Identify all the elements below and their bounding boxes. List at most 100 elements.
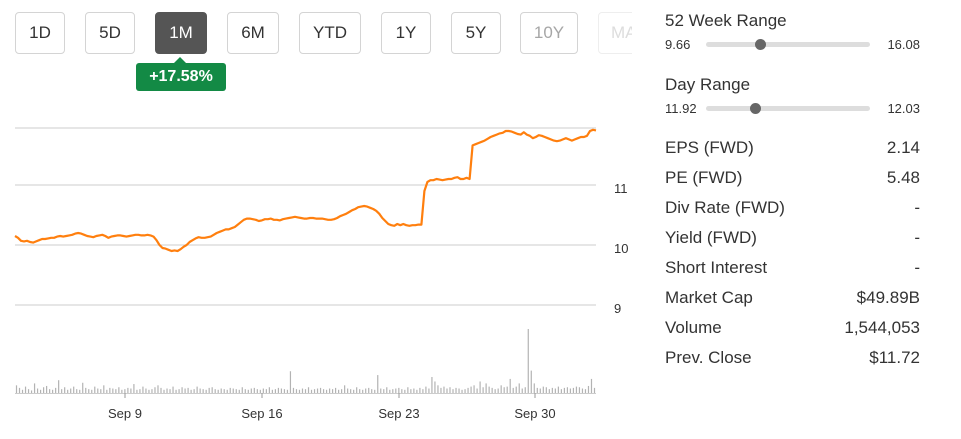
tab-5d[interactable]: 5D [85,12,135,54]
volume-bar [253,387,255,393]
day-low: 11.92 [665,101,697,116]
volume-bar [335,387,337,393]
volume-bar [298,389,301,393]
volume-bar [274,389,276,393]
volume-bar [280,388,283,393]
volume-bar [452,389,454,393]
volume-bar [310,389,313,393]
volume-bar [485,383,487,393]
volume-bar [148,389,150,393]
volume-bar [295,389,298,393]
volume-bar [488,386,490,393]
volume-bar [389,389,391,393]
volume-bar [524,387,526,393]
volume-bar [163,389,165,393]
volume-bar [521,388,523,393]
volume-bar [184,388,186,393]
volume-bar [262,388,264,393]
volume-bar [548,389,550,393]
volume-bar [154,387,156,393]
volume-bar [232,388,234,393]
volume-bar [193,389,195,393]
week52-high: 16.08 [887,37,920,52]
volume-bar [301,388,304,393]
stat-label: Short Interest [665,258,768,277]
x-axis-ticks: Sep 9 Sep 16 Sep 23 Sep 30 [108,393,556,421]
volume-bar [344,385,346,393]
week52-range-label: 52 Week Range [665,11,787,30]
week52-thumb [755,39,767,50]
volume-bar [136,389,138,393]
volume-bar [268,387,270,393]
volume-bar [187,387,189,393]
stat-row-short-interest: Short Interest - [665,258,920,282]
volume-bar [503,387,505,393]
tab-1d[interactable]: 1D [15,12,65,54]
volume-bar [181,387,183,393]
volume-bar [109,387,111,393]
volume-bar [440,387,442,393]
change-badge: +17.58% [136,57,226,91]
volume-bar [73,386,75,393]
volume-bar [515,386,517,393]
volume-bar [545,387,547,393]
volume-bar [347,388,349,393]
tab-max[interactable]: MAX [598,12,632,54]
stat-value: - [914,198,920,217]
stat-row-yield: Yield (FWD) - [665,228,920,252]
volume-bar [124,389,126,393]
volume-bar [244,389,246,393]
volume-bar [470,386,472,393]
volume-bar [458,388,460,393]
volume-bar [151,389,153,393]
volume-bar [506,386,508,393]
volume-bar [482,387,484,393]
stat-label: EPS (FWD) [665,138,754,157]
volume-bar [58,380,60,393]
volume-bar [304,389,307,393]
volume-bar [121,389,123,393]
x-tick-label: Sep 9 [108,406,142,421]
tab-ytd[interactable]: YTD [299,12,361,54]
tab-1y[interactable]: 1Y [381,12,431,54]
volume-bar [238,389,240,393]
volume-bar [578,387,581,393]
volume-bar [256,389,258,393]
volume-bar [455,387,457,393]
volume-bar [33,383,36,393]
volume-bar [142,386,144,393]
volume-bar [419,387,421,393]
volume-bar [398,387,400,393]
volume-bar [572,387,575,393]
volume-bar [202,389,204,393]
volume-bar [473,385,475,393]
volume-bar [178,389,180,393]
volume-bar [509,378,511,393]
volume-bar [331,389,334,393]
volume-bar [371,389,373,393]
tab-5y[interactable]: 5Y [451,12,501,54]
volume-bar [575,386,578,393]
tab-10y[interactable]: 10Y [520,12,578,54]
volume-bar [560,389,562,393]
volume-bar [563,387,565,393]
volume-bar [61,389,63,393]
volume-bar [590,378,593,393]
stat-label: Div Rate (FWD) [665,198,785,217]
stat-row-prev-close: Prev. Close $11.72 [665,348,920,372]
volume-bar [431,377,433,393]
volume-bar [30,390,33,393]
volume-bar [461,389,463,393]
stat-value: $11.72 [869,348,920,367]
week52-track [706,39,870,50]
tab-1m[interactable]: 1M [155,12,207,54]
volume-bar [229,387,231,393]
volume-bar [24,386,27,393]
volume-bar [42,387,45,393]
volume-bar [118,387,120,393]
stat-label: Volume [665,318,722,337]
volume-bar [569,388,572,393]
volume-bar [15,385,18,393]
volume-bar [539,388,541,393]
tab-6m[interactable]: 6M [227,12,279,54]
